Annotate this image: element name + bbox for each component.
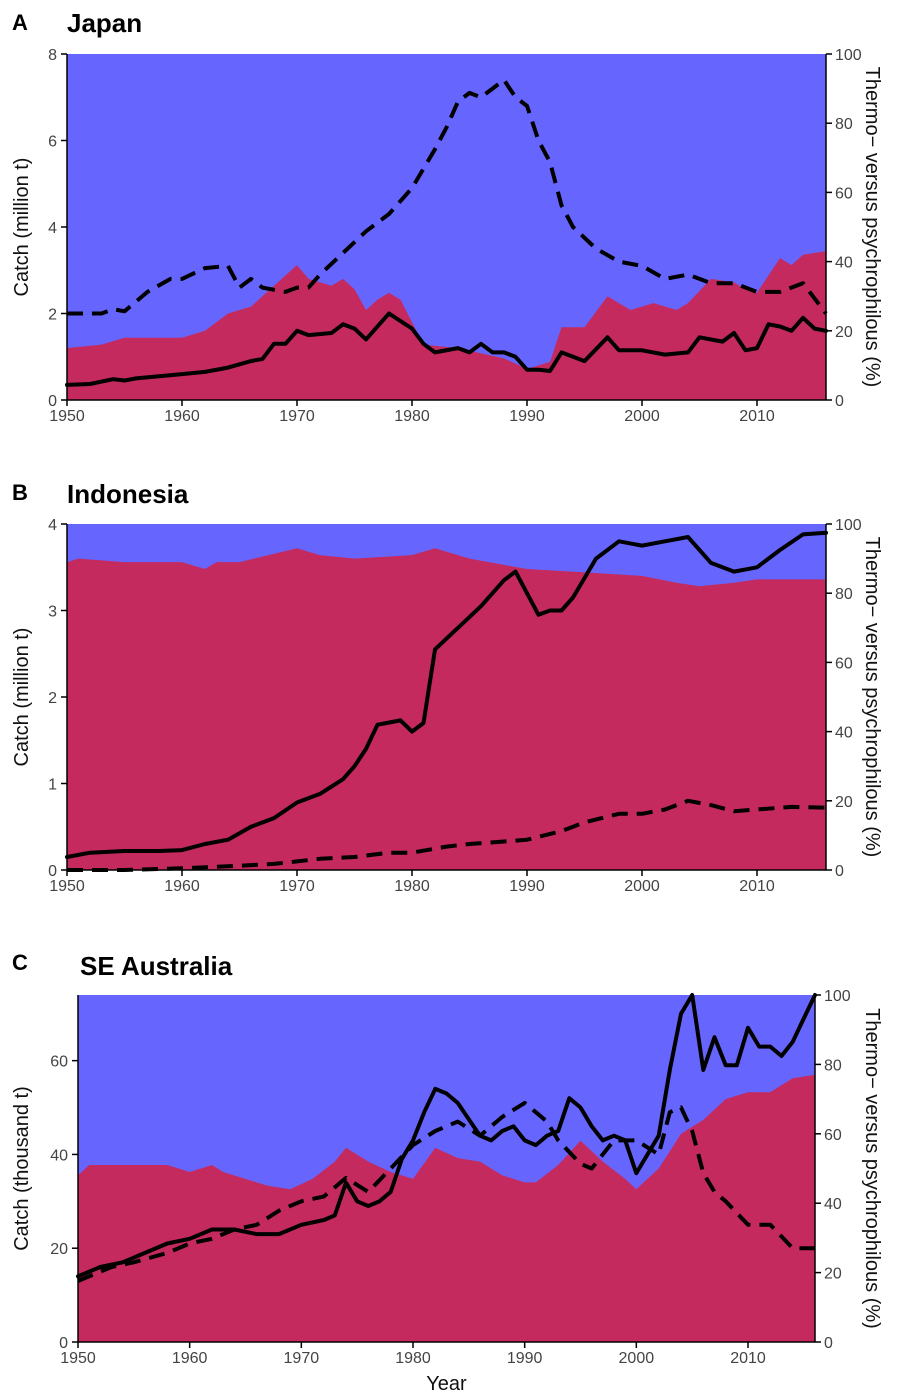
- panel-title: SE Australia: [80, 951, 233, 981]
- panel-letter: A: [12, 10, 28, 35]
- y-axis-label: Catch (thousand t): [11, 1086, 33, 1251]
- x-tick-label: 1950: [49, 878, 85, 895]
- y2-tick-label: 60: [835, 655, 853, 672]
- y2-tick-label: 60: [835, 185, 853, 202]
- y2-tick-label: 100: [835, 517, 862, 534]
- series-line-solid: [65, 530, 828, 859]
- x-tick-label: 1990: [507, 1350, 543, 1367]
- y-tick-label: 40: [50, 1147, 68, 1164]
- panel-b: 1950 1960 1970 1980 1990 2000 2010012340204060…: [11, 479, 883, 895]
- y2-tick-label: 40: [835, 725, 853, 742]
- series-line-dashed: [67, 77, 828, 316]
- x-tick-label: 1980: [394, 878, 430, 895]
- x-tick-label: 1970: [279, 408, 315, 425]
- y2-tick-label: 80: [835, 116, 853, 133]
- y2-tick-label: 20: [835, 794, 853, 811]
- x-tick-label: 1960: [172, 1350, 208, 1367]
- y2-tick-label: 100: [824, 988, 851, 1005]
- x-tick-label: 1990: [509, 878, 545, 895]
- x-tick-label: 1970: [279, 878, 315, 895]
- y2-tick-label: 80: [824, 1057, 842, 1074]
- panel-letter: B: [12, 480, 28, 505]
- y-tick-label: 2: [48, 307, 57, 324]
- x-tick-label: 2000: [624, 408, 660, 425]
- y-tick-label: 1: [48, 777, 57, 794]
- y2-axis-label: Thermo− versus psychrophilous (%): [861, 67, 883, 388]
- x-tick-label: 1960: [164, 878, 200, 895]
- thermo-area: [67, 251, 826, 400]
- y-tick-label: 3: [48, 604, 57, 621]
- x-axis-label: Year: [426, 1373, 467, 1395]
- y2-axis-label: Thermo− versus psychrophilous (%): [861, 537, 883, 858]
- y-tick-label: 4: [48, 220, 57, 237]
- thermo-area: [78, 1074, 815, 1342]
- panel-letter: C: [12, 950, 28, 975]
- panel-title: Japan: [67, 8, 142, 38]
- y2-tick-label: 40: [835, 255, 853, 272]
- y-axis-label: Catch (million t): [11, 158, 33, 297]
- y-tick-label: 20: [50, 1241, 68, 1258]
- x-tick-label: 1990: [509, 408, 545, 425]
- y-tick-label: 8: [48, 47, 57, 64]
- panel-a: 1950 1960 1970 1980 1990 2000 2010024680204060…: [11, 8, 883, 425]
- x-tick-label: 1960: [164, 408, 200, 425]
- y2-tick-label: 80: [835, 586, 853, 603]
- x-tick-label: 1950: [60, 1350, 96, 1367]
- x-tick-label: 2010: [730, 1350, 766, 1367]
- y2-tick-label: 60: [824, 1127, 842, 1144]
- y-tick-label: 2: [48, 690, 57, 707]
- y-tick-label: 0: [48, 393, 57, 410]
- y2-tick-label: 20: [824, 1266, 842, 1283]
- series-line-solid: [76, 993, 817, 1279]
- panel-title: Indonesia: [67, 479, 189, 509]
- series-line-dashed: [67, 798, 827, 872]
- y-tick-label: 6: [48, 134, 57, 151]
- y2-tick-label: 100: [835, 47, 862, 64]
- x-tick-label: 1970: [284, 1350, 320, 1367]
- series-line-solid: [65, 311, 828, 387]
- series-line-dashed: [77, 1100, 815, 1283]
- x-tick-label: 1980: [395, 1350, 431, 1367]
- y2-tick-label: 20: [835, 324, 853, 341]
- y2-axis-label: Thermo− versus psychrophilous (%): [861, 1008, 883, 1329]
- thermo-area: [67, 548, 826, 870]
- y-tick-label: 0: [48, 863, 57, 880]
- panel-c: 1950 1960 1970 1980 1990 2000 2010 0 20 40 60 0 20 40…: [11, 950, 883, 1395]
- y2-tick-label: 0: [835, 393, 844, 410]
- y-tick-label: 4: [48, 517, 57, 534]
- y-tick-label: 0: [59, 1335, 68, 1352]
- x-tick-label: 2000: [619, 1350, 655, 1367]
- y2-tick-label: 0: [835, 863, 844, 880]
- y2-tick-label: 0: [824, 1335, 833, 1352]
- y-tick-label: 60: [50, 1054, 68, 1071]
- y2-tick-label: 40: [824, 1196, 842, 1213]
- x-tick-label: 2000: [624, 878, 660, 895]
- x-tick-label: 2010: [739, 408, 775, 425]
- x-tick-label: 1950: [49, 408, 85, 425]
- y-axis-label: Catch (million t): [11, 628, 33, 767]
- x-tick-label: 2010: [739, 878, 775, 895]
- x-tick-label: 1980: [394, 408, 430, 425]
